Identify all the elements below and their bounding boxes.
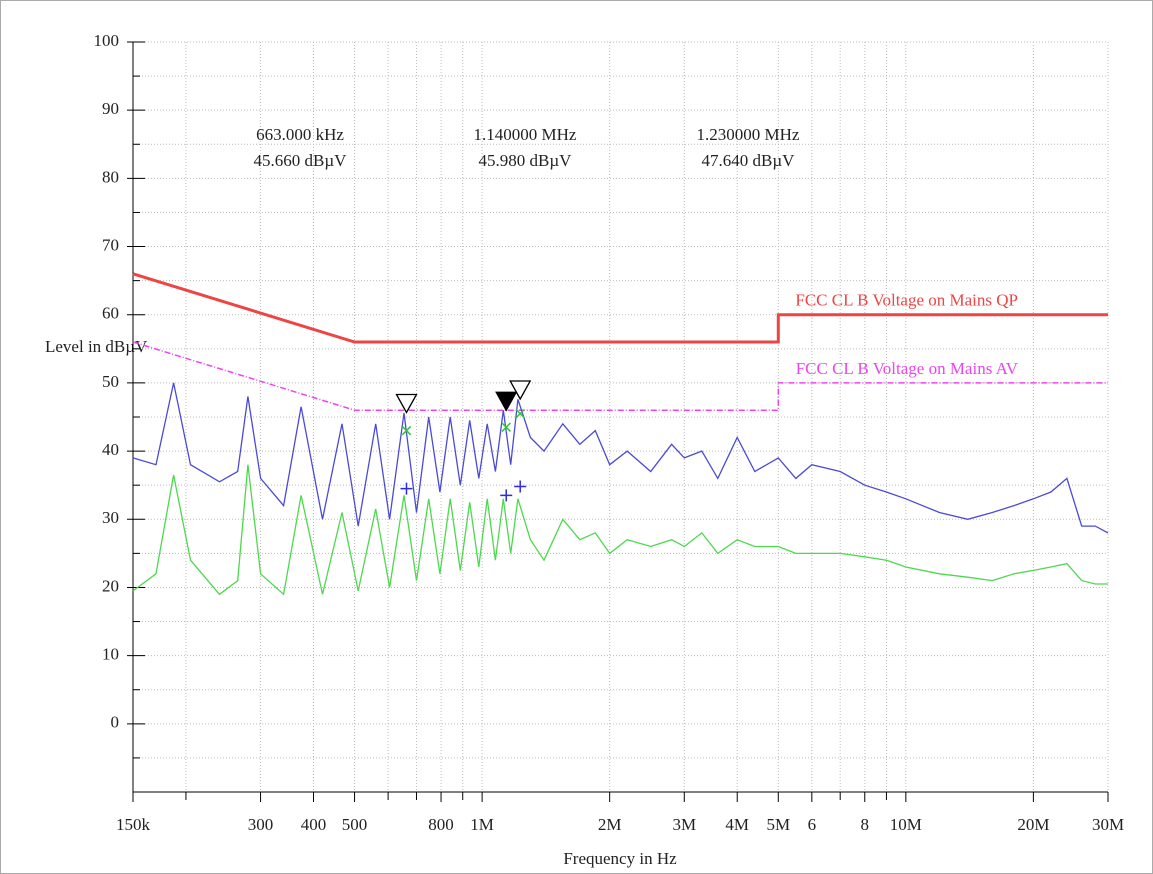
marker-level: 47.640 dBµV <box>702 151 796 170</box>
limit-label: FCC CL B Voltage on Mains AV <box>796 359 1019 378</box>
x-tick-label: 400 <box>301 815 327 834</box>
x-tick-label: 3M <box>672 815 696 834</box>
marker-level: 45.660 dBµV <box>254 151 348 170</box>
x-tick-label: 10M <box>890 815 922 834</box>
x-tick-label: 5M <box>766 815 790 834</box>
trace <box>132 464 1108 596</box>
x-tick-label: 500 <box>342 815 368 834</box>
x-tick-label: 800 <box>428 815 454 834</box>
limit-label: FCC CL B Voltage on Mains QP <box>795 291 1018 310</box>
marker <box>509 380 532 401</box>
x-tick-label: 4M <box>725 815 749 834</box>
y-tick-label: 50 <box>102 372 119 391</box>
y-axis-label: Level in dBµV <box>45 337 148 356</box>
detector-point <box>501 422 511 432</box>
limit-line <box>132 341 1108 411</box>
x-tick-label: 2M <box>598 815 622 834</box>
detector-point <box>515 408 525 419</box>
marker-level: 45.980 dBµV <box>479 151 573 170</box>
y-tick-label: 90 <box>102 99 119 118</box>
detector-point <box>401 425 412 436</box>
y-tick-label: 20 <box>102 576 119 595</box>
x-tick-label: 20M <box>1017 815 1049 834</box>
y-tick-label: 100 <box>94 31 120 50</box>
x-tick-label: 6 <box>808 815 817 834</box>
marker <box>395 393 418 414</box>
x-tick-label: 150k <box>116 815 151 834</box>
trace <box>132 382 1109 534</box>
y-tick-label: 70 <box>102 235 119 254</box>
y-tick-label: 60 <box>102 304 119 323</box>
marker-frequency: 1.230000 MHz <box>697 125 800 144</box>
marker-frequency: 663.000 kHz <box>256 125 344 144</box>
y-tick-label: 0 <box>111 713 120 732</box>
x-axis-label: Frequency in Hz <box>563 849 677 868</box>
y-tick-label: 40 <box>102 440 119 459</box>
detector-point <box>500 489 513 502</box>
marker-frequency: 1.140000 MHz <box>474 125 577 144</box>
y-tick-label: 10 <box>102 645 119 664</box>
x-tick-label: 30M <box>1092 815 1124 834</box>
detector-point <box>514 480 527 493</box>
x-tick-label: 8 <box>861 815 870 834</box>
detector-point <box>400 482 413 495</box>
x-tick-label: 300 <box>248 815 274 834</box>
y-tick-label: 30 <box>102 508 119 527</box>
marker <box>495 391 518 412</box>
x-tick-label: 1M <box>470 815 494 834</box>
y-tick-label: 80 <box>102 167 119 186</box>
limit-line <box>132 272 1108 344</box>
